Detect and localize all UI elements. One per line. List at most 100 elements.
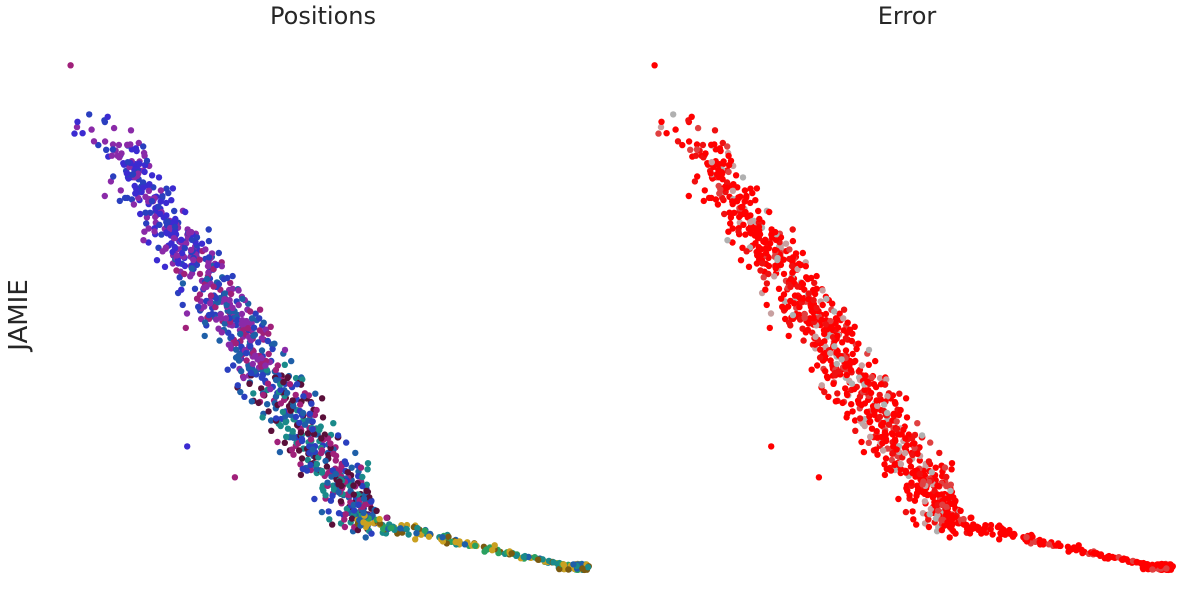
position-point: [167, 224, 174, 232]
error-point: [787, 283, 794, 290]
position-point: [327, 440, 334, 447]
error-point: [890, 410, 898, 417]
position-point: [491, 542, 498, 549]
position-point: [224, 274, 231, 282]
position-point: [226, 296, 233, 304]
error-point: [789, 269, 796, 276]
position-point: [318, 435, 325, 442]
error-point: [691, 178, 699, 185]
position-point: [421, 527, 429, 534]
error-point: [858, 362, 865, 369]
position-point: [310, 431, 318, 438]
position-point: [229, 272, 236, 280]
error-point: [663, 130, 670, 137]
error-point: [981, 525, 988, 532]
error-point: [902, 508, 910, 516]
error-point: [679, 141, 686, 149]
error-panel: [651, 62, 1177, 574]
error-point: [943, 482, 950, 490]
error-point: [861, 422, 868, 430]
error-point: [936, 449, 943, 457]
error-point: [1056, 542, 1063, 549]
error-point: [730, 181, 737, 188]
error-point: [843, 414, 850, 421]
position-point: [316, 426, 323, 433]
position-point: [218, 329, 225, 336]
position-point: [290, 451, 297, 458]
error-point: [808, 366, 815, 373]
position-point: [326, 516, 333, 523]
error-point: [777, 234, 785, 241]
error-point: [720, 160, 727, 167]
position-point: [337, 498, 345, 505]
error-point: [865, 439, 872, 446]
error-point: [894, 431, 902, 438]
error-point: [840, 306, 848, 313]
error-point: [846, 362, 853, 369]
position-point: [227, 290, 235, 298]
error-point: [872, 357, 879, 365]
error-point: [1075, 542, 1082, 549]
position-point: [259, 414, 266, 421]
position-point: [228, 333, 235, 340]
position-point: [280, 378, 287, 386]
position-point: [258, 335, 266, 342]
error-point: [916, 457, 923, 464]
error-point: [812, 333, 819, 340]
position-point: [158, 231, 165, 238]
error-point: [727, 214, 735, 221]
error-point: [775, 285, 783, 292]
position-point: [350, 482, 357, 489]
error-point: [844, 391, 851, 399]
error-point: [729, 225, 736, 232]
position-point: [139, 179, 147, 186]
error-point: [883, 465, 891, 473]
position-point: [288, 357, 295, 365]
error-point: [797, 261, 805, 269]
error-point: [864, 378, 871, 386]
position-point: [191, 285, 199, 292]
error-point: [1097, 552, 1104, 559]
error-point: [779, 303, 786, 310]
position-point: [173, 252, 181, 259]
error-point: [768, 443, 775, 450]
position-point: [73, 123, 81, 131]
error-point: [724, 143, 731, 150]
error-point: [700, 197, 707, 205]
position-point: [258, 347, 266, 354]
position-point: [115, 141, 123, 149]
error-point: [927, 505, 935, 513]
position-point: [264, 380, 272, 387]
position-point: [212, 303, 219, 311]
error-point: [827, 350, 834, 357]
position-point: [367, 498, 375, 505]
position-point: [213, 261, 221, 269]
position-point: [292, 391, 299, 399]
position-point: [201, 319, 209, 326]
position-point: [324, 479, 331, 486]
error-point: [900, 426, 907, 433]
error-point: [948, 466, 955, 473]
position-point: [445, 533, 452, 540]
position-point: [309, 426, 316, 433]
position-point: [181, 245, 188, 252]
error-point: [763, 301, 770, 309]
error-point: [893, 426, 900, 433]
error-point: [934, 482, 941, 489]
position-point: [95, 141, 102, 149]
position-point: [109, 146, 117, 153]
position-point: [295, 447, 303, 454]
error-point: [747, 212, 754, 219]
position-point: [163, 185, 170, 192]
error-point: [765, 262, 773, 270]
position-point: [271, 340, 278, 347]
error-point: [791, 292, 799, 299]
error-point: [692, 152, 700, 159]
error-point: [755, 223, 763, 231]
position-point: [265, 330, 272, 337]
position-point: [332, 470, 339, 478]
error-point: [787, 275, 795, 283]
error-point: [872, 446, 880, 453]
position-point: [318, 467, 326, 475]
